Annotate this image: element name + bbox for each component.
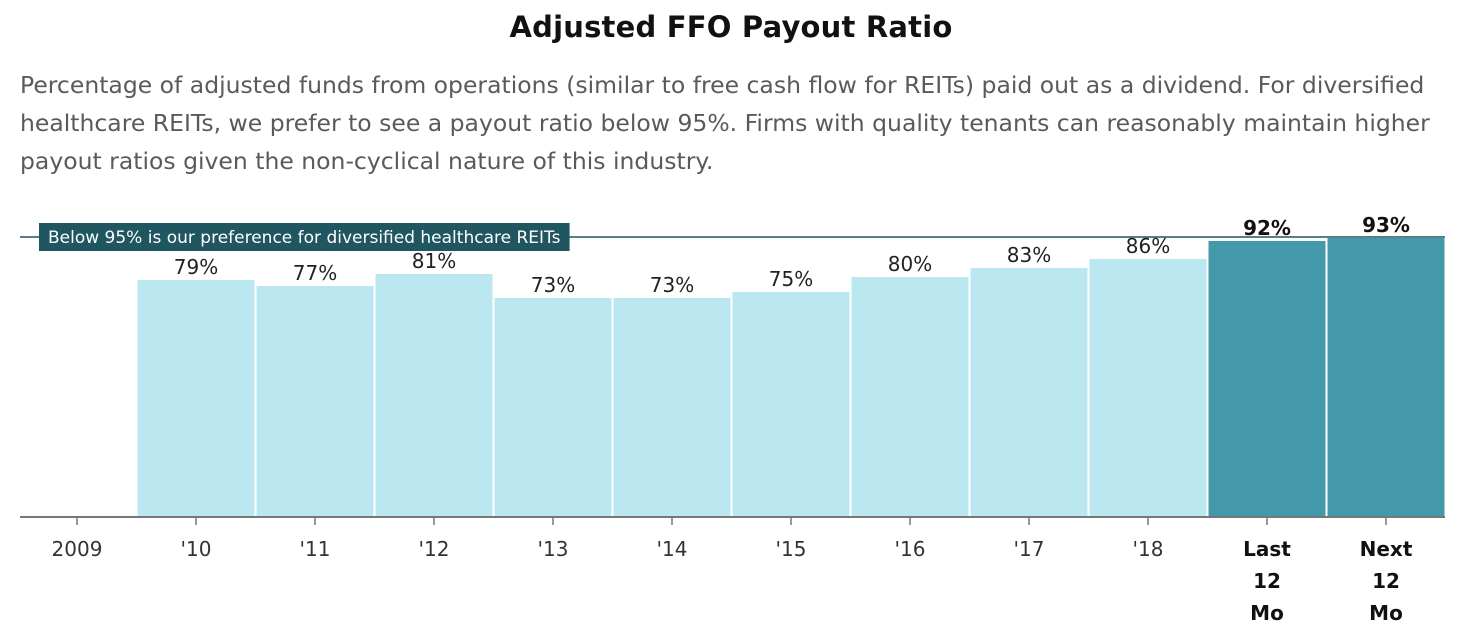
bar-1 xyxy=(137,280,255,517)
value-label-3: 81% xyxy=(412,249,456,273)
x-tick-label-8: '17 xyxy=(1014,537,1045,561)
x-tick-label-7: '16 xyxy=(895,537,926,561)
bar-4 xyxy=(494,298,612,517)
labels-layer: 2009 79% '10 77% '11 81% '12 73% '13 73% '14 75% '15… xyxy=(52,213,1413,625)
bar-10 xyxy=(1208,241,1326,517)
chart-subtitle: Percentage of adjusted funds from operat… xyxy=(20,71,1430,175)
chart-title: Adjusted FFO Payout Ratio xyxy=(509,10,953,44)
bar-3 xyxy=(375,274,493,517)
reference-label-background xyxy=(39,223,570,251)
bars-layer xyxy=(137,238,1445,517)
value-label-4: 73% xyxy=(531,273,575,297)
x-tick-label-1: '10 xyxy=(181,537,212,561)
value-label-9: 86% xyxy=(1126,234,1170,258)
x-tick-label-4: '13 xyxy=(538,537,569,561)
x-tick-label-2: '11 xyxy=(300,537,331,561)
bar-5 xyxy=(613,298,731,517)
bar-2 xyxy=(256,286,374,517)
bar-6 xyxy=(732,292,850,517)
value-label-5: 73% xyxy=(650,273,694,297)
value-label-2: 77% xyxy=(293,261,337,285)
x-tick-label-11: Next 12 Mo xyxy=(1360,537,1413,625)
bar-11 xyxy=(1327,238,1445,517)
value-label-10: 92% xyxy=(1243,216,1291,240)
value-label-11: 93% xyxy=(1362,213,1410,237)
bar-8 xyxy=(970,268,1088,517)
x-tick-label-0: 2009 xyxy=(52,537,103,561)
value-label-8: 83% xyxy=(1007,243,1051,267)
x-tick-label-5: '14 xyxy=(657,537,688,561)
reference-layer: Below 95% is our preference for diversif… xyxy=(20,223,1445,251)
bar-9 xyxy=(1089,259,1207,517)
x-axis xyxy=(20,516,1445,525)
value-label-7: 80% xyxy=(888,252,932,276)
x-tick-label-9: '18 xyxy=(1133,537,1164,561)
x-tick-label-10: Last 12 Mo xyxy=(1243,537,1291,625)
reference-label: Below 95% is our preference for diversif… xyxy=(48,228,561,248)
x-tick-label-6: '15 xyxy=(776,537,807,561)
value-label-6: 75% xyxy=(769,267,813,291)
value-label-1: 79% xyxy=(174,255,218,279)
x-tick-label-3: '12 xyxy=(419,537,450,561)
bar-7 xyxy=(851,277,969,517)
